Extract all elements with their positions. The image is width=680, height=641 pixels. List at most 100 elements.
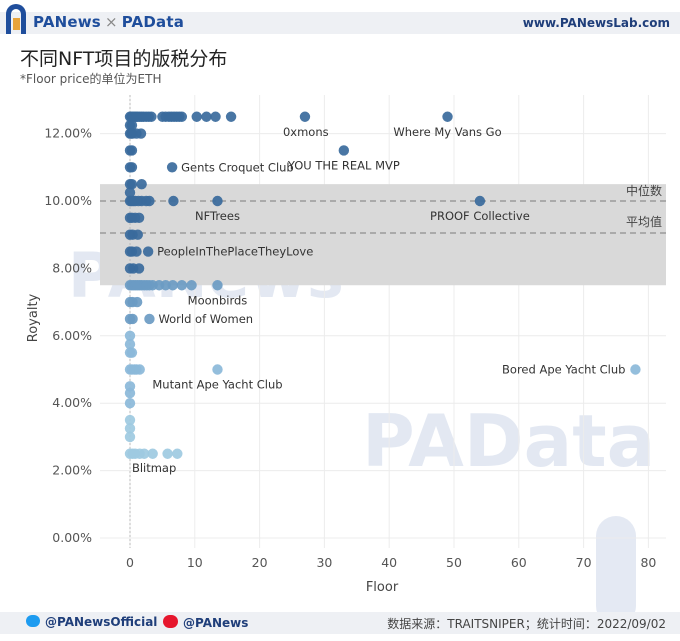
data-point (134, 364, 145, 375)
data-point (186, 280, 197, 291)
point-labels: 0xmons Where My Vans Go YOU THE REAL MVPGe… (132, 125, 625, 475)
weibo-handle-text: @PANews (183, 616, 249, 630)
data-points (124, 111, 641, 459)
x-tick-label: 70 (576, 555, 592, 570)
x-tick-label: 0 (126, 555, 134, 570)
point-label: PROOF Collective (430, 209, 530, 223)
x-tick-label: 40 (381, 555, 397, 570)
chart-subtitle: *Floor price的单位为ETH (20, 72, 162, 86)
chart-title: 不同NFT项目的版税分布 (20, 48, 228, 70)
data-point (124, 423, 136, 434)
twitter-icon (26, 615, 40, 627)
twitter-handle[interactable]: @PANewsOfficial (26, 615, 157, 629)
data-point (132, 229, 143, 240)
x-tick-label: 60 (511, 555, 527, 570)
mean-label: 平均值 (626, 214, 662, 229)
watermark-logo-icon (596, 516, 636, 626)
data-point (144, 195, 155, 207)
point-label: Blitmap (132, 461, 176, 475)
point-label: World of Women (158, 312, 253, 326)
brand-padata: PAData (121, 13, 185, 31)
watermark-group: PANews PAData (68, 239, 655, 626)
data-point (126, 347, 138, 358)
x-tick-label: 30 (316, 555, 332, 570)
data-point (191, 111, 202, 122)
panews-logo-icon (6, 4, 26, 34)
point-label: Gents Croquet Club (181, 160, 294, 174)
data-point (168, 195, 179, 207)
point-label: PeopleInThePlaceTheyLove (157, 245, 313, 259)
point-label: NFTrees (195, 209, 240, 223)
weibo-handle[interactable]: @PANews (163, 615, 248, 630)
watermark-padata-icon: PAData (362, 399, 655, 483)
x-tick-label: 20 (252, 555, 268, 570)
data-point (442, 111, 453, 122)
data-point (338, 145, 350, 156)
data-point (225, 111, 237, 122)
data-point (162, 448, 173, 459)
y-tick-label: 12.00% (44, 126, 92, 141)
data-point (126, 119, 138, 131)
footer-bar: @PANewsOfficial @PANews 数据来源：TRAITSNIPER… (0, 612, 680, 634)
header-bar: PANews × PAData www.PANewsLab.com (0, 0, 680, 44)
point-label: Moonbirds (188, 293, 248, 307)
data-point (126, 178, 138, 190)
data-point (212, 195, 223, 207)
brand-panews: PANews (33, 13, 101, 31)
data-point (126, 145, 138, 156)
data-point (176, 280, 188, 291)
data-point (474, 195, 486, 207)
data-point (299, 111, 311, 122)
twitter-handle-text: @PANewsOfficial (45, 615, 158, 629)
data-point (127, 313, 138, 325)
data-point (124, 187, 136, 198)
weibo-icon (163, 615, 178, 628)
y-tick-label: 8.00% (52, 260, 92, 275)
point-label: YOU THE REAL MVP (287, 158, 400, 172)
point-label: 0xmons (283, 125, 329, 139)
y-tick-label: 0.00% (52, 530, 92, 545)
y-tick-label: 4.00% (52, 395, 92, 410)
x-axis-ticks: 0 10 20 30 40 50 60 70 80 (126, 555, 656, 570)
data-point (124, 398, 136, 409)
data-point (139, 448, 150, 459)
data-point (124, 330, 136, 341)
data-point (201, 111, 212, 122)
data-source-note: 数据来源：TRAITSNIPER；统计时间：2022/09/02 (387, 617, 666, 631)
data-point (126, 162, 138, 173)
data-point (124, 387, 136, 399)
data-point (124, 431, 136, 443)
data-point (142, 246, 154, 257)
brand-separator: × (104, 13, 118, 31)
y-tick-label: 6.00% (52, 328, 92, 343)
point-label: Bored Ape Yacht Club (502, 363, 625, 377)
data-point (167, 280, 178, 291)
data-point (146, 111, 157, 122)
x-tick-label: 80 (640, 555, 656, 570)
data-point (176, 111, 188, 122)
y-axis-ticks: 0.00% 2.00% 4.00% 6.00% 8.00% 10.00% 12.00% (44, 126, 92, 545)
y-axis-label: Royalty (26, 293, 41, 342)
data-point (131, 296, 143, 308)
data-point (212, 280, 223, 291)
point-label: Where My Vans Go (393, 125, 501, 139)
data-point (212, 364, 223, 375)
median-mean-band (100, 184, 666, 286)
data-point (124, 339, 136, 350)
data-point (210, 111, 221, 122)
data-point (630, 364, 641, 375)
data-point (135, 128, 147, 139)
panews-logo-accent (13, 18, 20, 30)
data-point (133, 212, 145, 224)
data-point (144, 313, 155, 325)
data-point (136, 178, 147, 190)
site-url-link[interactable]: www.PANewsLab.com (522, 16, 670, 30)
y-tick-label: 10.00% (44, 193, 92, 208)
brand-title: PANews × PAData (33, 13, 184, 31)
x-tick-label: 10 (187, 555, 203, 570)
y-tick-label: 2.00% (52, 463, 92, 478)
data-point (172, 448, 183, 459)
x-axis-label: Floor (366, 580, 399, 595)
header-background (0, 12, 680, 34)
